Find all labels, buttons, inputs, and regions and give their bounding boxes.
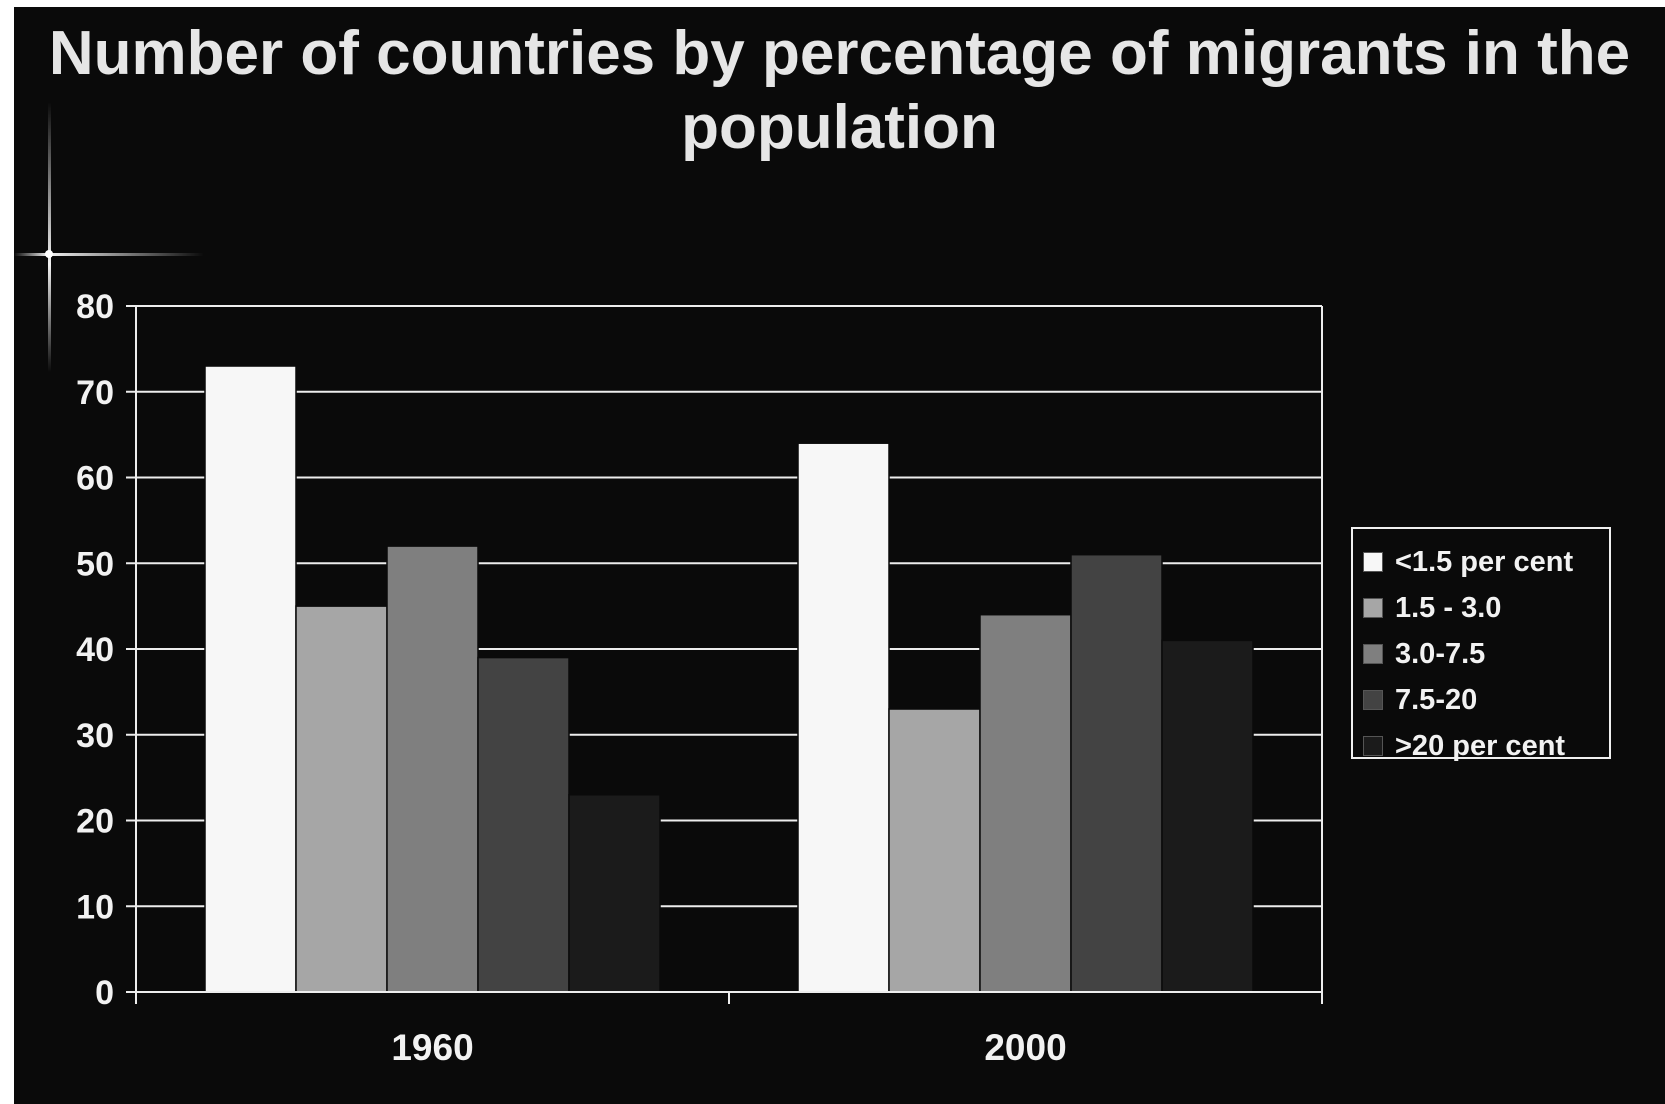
y-tick-label: 30 — [76, 717, 114, 755]
legend-item: 1.5 - 3.0 — [1363, 585, 1609, 631]
y-tick-label: 70 — [76, 374, 114, 412]
legend-swatch — [1363, 644, 1383, 664]
legend-label: >20 per cent — [1395, 729, 1566, 762]
legend-label: 1.5 - 3.0 — [1395, 591, 1502, 624]
bar — [888, 708, 981, 993]
bar — [386, 545, 479, 993]
x-tick-label: 2000 — [984, 1027, 1066, 1068]
bar — [979, 613, 1072, 993]
chart-slide: Number of countries by percentage of mig… — [14, 7, 1665, 1104]
bar — [568, 794, 661, 993]
x-tick-label: 1960 — [391, 1027, 473, 1068]
legend-swatch — [1363, 598, 1383, 618]
legend-item: 3.0-7.5 — [1363, 631, 1609, 677]
legend-item: <1.5 per cent — [1363, 539, 1609, 585]
legend: <1.5 per cent 1.5 - 3.0 3.0-7.5 7.5-20 >20 p… — [1351, 527, 1611, 762]
bar — [204, 365, 297, 993]
bar — [1070, 553, 1163, 993]
y-tick-label: 60 — [76, 460, 114, 498]
tick-labels: 0 10 20 30 40 50 60 70 80 1960 2000 — [76, 288, 1066, 1068]
legend-label: 3.0-7.5 — [1395, 637, 1486, 670]
axes — [126, 305, 1323, 1004]
y-tick-label: 20 — [76, 803, 114, 841]
legend-label: <1.5 per cent — [1395, 545, 1574, 578]
legend-item: >20 per cent — [1363, 723, 1609, 769]
chart-title: Number of countries by percentage of mig… — [48, 19, 1631, 162]
y-tick-label: 0 — [95, 974, 114, 1012]
legend-item: 7.5-20 — [1363, 677, 1609, 723]
legend-swatch — [1363, 552, 1383, 572]
y-tick-label: 40 — [76, 631, 114, 669]
bar — [477, 656, 570, 993]
y-tick-label: 80 — [76, 288, 114, 326]
bar — [295, 605, 388, 993]
y-tick-label: 10 — [76, 888, 114, 926]
legend-label: 7.5-20 — [1395, 683, 1478, 716]
bar-chart: 0 10 20 30 40 50 60 70 80 1960 2000 — [76, 288, 1323, 1068]
y-tick-label: 50 — [76, 545, 114, 583]
bars — [204, 365, 1254, 993]
legend-swatch — [1363, 690, 1383, 710]
bar — [1161, 639, 1254, 993]
bar — [797, 442, 890, 993]
legend-swatch — [1363, 736, 1383, 756]
